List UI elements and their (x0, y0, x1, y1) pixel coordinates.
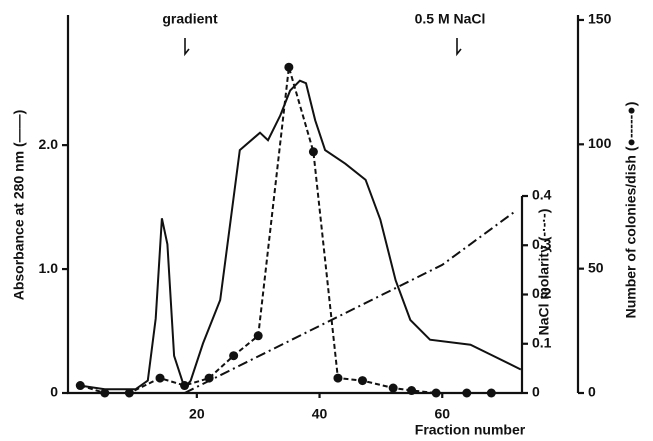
data-point (388, 383, 398, 393)
y2ticks-label: 50 (588, 259, 604, 275)
data-point (333, 373, 343, 383)
arrow (184, 38, 190, 57)
series-line (80, 79, 522, 391)
axis-line (66, 15, 522, 395)
y3ticks-label: 0 (532, 384, 540, 400)
data-point (486, 388, 496, 398)
yticks-label: 1.0 (39, 260, 59, 276)
series-line (184, 209, 517, 394)
data-point (462, 388, 472, 398)
y3ticks-label: 0.1 (532, 334, 552, 350)
data-point (308, 147, 318, 157)
y3ticks-label: 0.3 (532, 236, 552, 252)
x-tick-label: 20 (189, 406, 205, 422)
data-point (75, 381, 85, 391)
data-point (407, 386, 417, 396)
data-point (431, 388, 441, 398)
annotation: gradient (162, 11, 218, 27)
x-tick-label: 60 (434, 406, 450, 422)
arrow (456, 38, 462, 57)
data-point (100, 388, 110, 398)
data-point (180, 381, 190, 391)
data-point (229, 351, 239, 361)
series-line (80, 66, 492, 394)
y3ticks-label: 0.2 (532, 285, 552, 301)
x-tick-label: 40 (312, 406, 328, 422)
data-point (357, 376, 367, 386)
y2ticks-label: 100 (588, 135, 612, 151)
y3-axis-label: NaCl molarity (-·-·-) (536, 209, 552, 336)
yticks-label: 2.0 (39, 136, 59, 152)
y2-axis-label: Number of colonies/dish (●-----●) (623, 102, 639, 319)
data-point (284, 62, 294, 72)
x-axis-label: Fraction number (415, 422, 526, 438)
data-point (124, 388, 134, 398)
y2ticks-label: 150 (588, 11, 612, 27)
y3ticks-label: 0.4 (532, 187, 552, 203)
data-point (155, 373, 165, 383)
data-point (253, 331, 263, 341)
yticks-label: 0 (50, 384, 58, 400)
y2ticks-label: 0 (588, 384, 596, 400)
annotation: 0.5 M NaCl (415, 11, 486, 27)
y-axis-label: Absorbance at 280 nm (——) (11, 110, 27, 301)
